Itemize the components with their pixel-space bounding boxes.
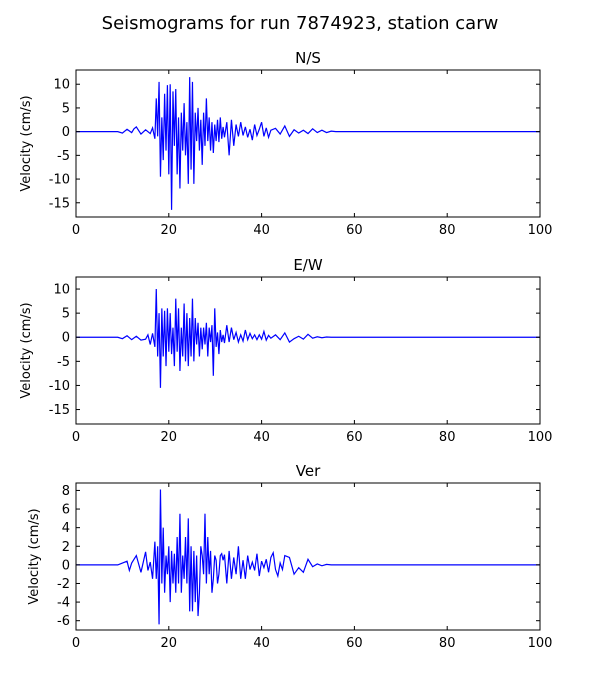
figure-title: Seismograms for run 7874923, station car… xyxy=(102,13,499,34)
y-tick-label: -6 xyxy=(57,614,70,629)
y-tick-label: -10 xyxy=(49,379,70,394)
y-tick-label: 10 xyxy=(53,78,70,93)
y-tick-label: 6 xyxy=(62,503,70,518)
x-tick-label: 80 xyxy=(439,636,456,651)
y-axis-label: Velocity (cm/s) xyxy=(27,508,42,604)
y-tick-label: 8 xyxy=(62,484,70,499)
axes-frame xyxy=(75,69,541,218)
x-tick-label: 80 xyxy=(439,223,456,238)
y-tick-label: 4 xyxy=(62,521,70,536)
x-tick-label: 100 xyxy=(528,636,553,651)
x-tick-label: 0 xyxy=(72,636,80,651)
x-tick-label: 60 xyxy=(346,223,363,238)
y-axis-label: Velocity (cm/s) xyxy=(19,95,34,191)
axes-frame xyxy=(75,482,541,631)
x-tick-label: 20 xyxy=(161,223,178,238)
chart-panel: 0 20 40 60 80 100 10 5 0 -5 -10 -15 N/S Velocity (cm/… xyxy=(19,49,552,238)
y-tick-label: 0 xyxy=(62,558,70,573)
y-tick-label: -15 xyxy=(49,403,70,418)
chart-panel: 0 20 40 60 80 100 10 5 0 -5 -10 -15 E/W Velocity (cm/… xyxy=(19,256,552,445)
y-tick-label: 0 xyxy=(62,331,70,346)
x-tick-label: 20 xyxy=(161,430,178,445)
x-tick-label: 60 xyxy=(346,430,363,445)
y-tick-label: -2 xyxy=(57,577,70,592)
x-tick-label: 100 xyxy=(528,430,553,445)
x-tick-label: 20 xyxy=(161,636,178,651)
x-tick-label: 40 xyxy=(253,223,270,238)
chart-title: E/W xyxy=(293,256,323,274)
x-tick-label: 40 xyxy=(253,636,270,651)
axes-frame xyxy=(75,276,541,425)
y-tick-label: -5 xyxy=(57,149,70,164)
y-tick-label: 2 xyxy=(62,540,70,555)
series-line xyxy=(76,289,540,388)
y-axis-label: Velocity (cm/s) xyxy=(19,302,34,398)
x-tick-label: 0 xyxy=(72,430,80,445)
y-tick-label: 5 xyxy=(62,101,70,116)
y-tick-label: 10 xyxy=(53,283,70,298)
y-tick-label: 5 xyxy=(62,307,70,322)
chart-title: Ver xyxy=(296,462,321,480)
x-tick-label: 40 xyxy=(253,430,270,445)
x-tick-label: 0 xyxy=(72,223,80,238)
y-tick-label: -15 xyxy=(49,196,70,211)
series-line xyxy=(76,77,540,210)
y-tick-label: -5 xyxy=(57,355,70,370)
x-tick-label: 100 xyxy=(528,223,553,238)
y-tick-label: -10 xyxy=(49,173,70,188)
series-line xyxy=(76,489,540,625)
chart-title: N/S xyxy=(295,49,321,67)
x-tick-label: 80 xyxy=(439,430,456,445)
x-tick-label: 60 xyxy=(346,636,363,651)
y-tick-label: -4 xyxy=(57,596,70,611)
y-tick-label: 0 xyxy=(62,125,70,140)
